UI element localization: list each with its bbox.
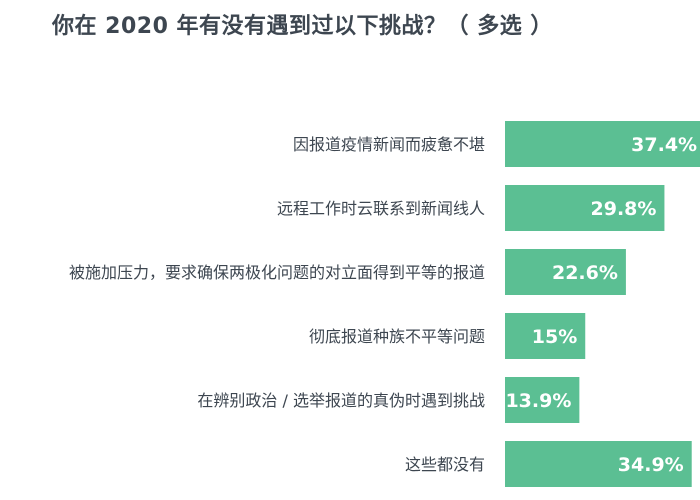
category-label-2: 远程工作时云联系到新闻线人 [277, 199, 485, 218]
category-label-6: 这些都没有 [405, 455, 485, 474]
category-label-4: 彻底报道种族不平等问题 [309, 327, 485, 346]
value-label-6: 34.9% [618, 454, 684, 476]
category-label-1: 因报道疫情新闻而疲惫不堪 [293, 135, 485, 154]
value-label-2: 29.8% [591, 198, 657, 220]
category-label-5: 在辨别政治 / 选举报道的真伪时遇到挑战 [197, 391, 485, 410]
bar-3 [505, 249, 626, 295]
chart-title: 你在 2020 年有没有遇到过以下挑战？（ 多选 ） [52, 14, 553, 39]
value-label-4: 15% [532, 326, 577, 348]
bar-5 [505, 377, 580, 423]
value-label-1: 37.4% [631, 134, 697, 156]
bar-6 [505, 441, 692, 487]
value-label-3: 22.6% [552, 262, 618, 284]
value-label-5: 13.9% [505, 390, 571, 412]
bar-1 [505, 121, 700, 167]
bars-layer: 因报道疫情新闻而疲惫不堪 37.4% 远程工作时云联系到新闻线人 29.8% 被施加压力… [69, 121, 700, 487]
category-label-3: 被施加压力，要求确保两极化问题的对立面得到平等的报道 [69, 263, 485, 282]
bar-4 [505, 313, 586, 359]
bar-2 [505, 185, 665, 231]
